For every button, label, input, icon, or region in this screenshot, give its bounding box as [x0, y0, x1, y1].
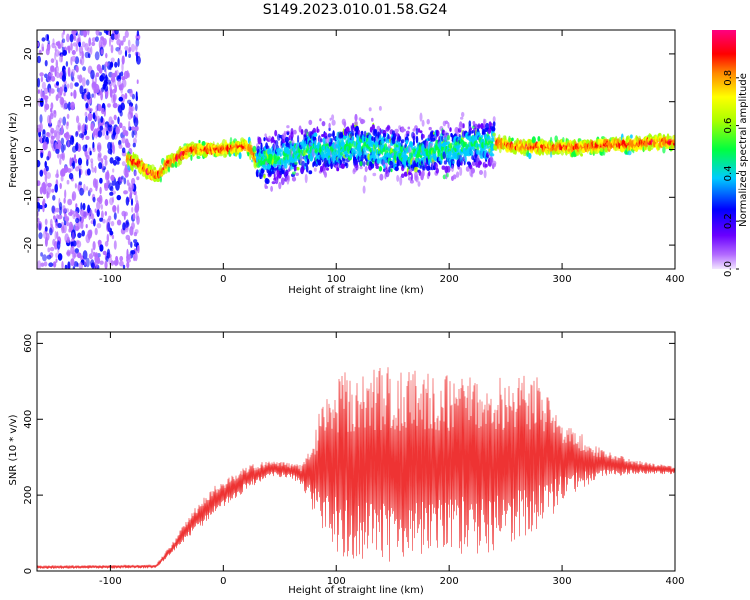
snr-x-tick-label: 300 — [553, 576, 572, 587]
spectrogram-y-tick-label: 0 — [23, 146, 34, 152]
snr-x-tick-label: -100 — [99, 576, 122, 587]
spectrogram-y-tick-label: 10 — [23, 95, 34, 108]
spectrogram-x-tick-label: -100 — [99, 274, 122, 285]
colorbar-tick-label: 0.0 — [723, 261, 734, 277]
snr-y-label: SNR (10 * v/v) — [8, 414, 19, 485]
colorbar: 0.0 0.2 0.4 0.6 0.8 Normalized spectral ampl… — [712, 30, 749, 277]
snr-y-tick-label: 0 — [23, 568, 34, 574]
spectrogram-x-tick-label: 200 — [440, 274, 459, 285]
snr-x-label: Height of straight line (km) — [288, 585, 424, 596]
spectrogram-y-label: Frequency (Hz) — [8, 112, 19, 188]
snr-y-tick-label: 600 — [23, 334, 34, 353]
snr-series-line — [36, 367, 676, 570]
spectrogram-y-tick-label: -10 — [23, 189, 34, 205]
spectrogram-x-label: Height of straight line (km) — [288, 285, 424, 296]
colorbar-tick-label: 0.6 — [723, 118, 734, 134]
spectrogram-x-tick-label: 100 — [327, 274, 346, 285]
colorbar-label: Normalized spectral amplitude — [738, 73, 749, 227]
snr-y-tick-label: 400 — [23, 410, 34, 429]
spectrogram-x-tick-label: 400 — [665, 274, 684, 285]
spectrogram-marks — [37, 30, 675, 269]
snr-x-tick-label: 200 — [440, 576, 459, 587]
colorbar-tick-label: 0.2 — [723, 213, 734, 229]
spectrogram-y-tick-label: 20 — [23, 48, 34, 61]
colorbar-gradient — [712, 30, 736, 269]
snr-panel: -100 0 100 200 300 400 0 200 400 600 Height of s… — [8, 331, 685, 596]
snr-x-tick-label: 100 — [327, 576, 346, 587]
colorbar-tick-label: 0.4 — [723, 165, 734, 181]
snr-x-ticks: -100 0 100 200 300 400 — [99, 332, 685, 587]
spectrogram-x-tick-label: 300 — [553, 274, 572, 285]
spectrogram-y-ticks: -20 -10 0 10 20 — [23, 48, 675, 253]
chart-title: S149.2023.010.01.58.G24 — [263, 2, 448, 18]
snr-y-tick-label: 200 — [23, 486, 34, 505]
snr-x-tick-label: 400 — [665, 576, 684, 587]
spectrogram-y-tick-label: -20 — [23, 237, 34, 253]
colorbar-ticks: 0.0 0.2 0.4 0.6 0.8 — [723, 70, 739, 277]
snr-frame — [36, 331, 676, 572]
snr-x-tick-label: 0 — [220, 576, 226, 587]
spectrogram-x-ticks: -100 0 100 200 300 400 — [99, 30, 685, 285]
colorbar-tick-label: 0.8 — [723, 70, 734, 86]
spectrogram-x-tick-label: 0 — [220, 274, 226, 285]
snr-y-ticks: 0 200 400 600 — [23, 334, 675, 574]
